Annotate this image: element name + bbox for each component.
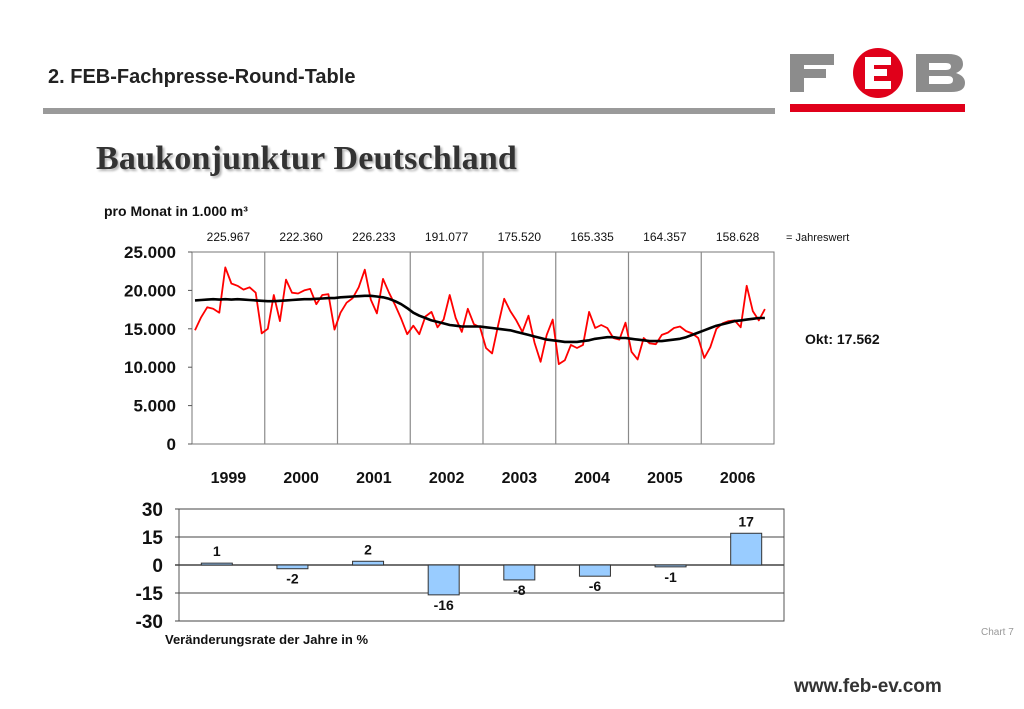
bar-chart: 30 15 0 -15 -30 1 -2 2 -16 -8 -6 -1 17 bbox=[136, 500, 785, 633]
x-tick-label: 2004 bbox=[574, 470, 610, 487]
logo-letter-e-middle bbox=[865, 69, 887, 76]
bar-chart-xlabel: Veränderungsrate der Jahre in % bbox=[165, 632, 368, 647]
annual-value-label: 164.357 bbox=[643, 230, 687, 244]
bar bbox=[578, 564, 611, 577]
annual-value-label: 226.233 bbox=[352, 230, 396, 244]
annual-label: = Jahreswert bbox=[786, 232, 849, 244]
bar-y-tick-label: 15 bbox=[142, 528, 164, 549]
logo-red-bar bbox=[790, 104, 965, 112]
bar bbox=[200, 562, 233, 566]
bar-value-label: -2 bbox=[286, 571, 299, 587]
y-tick-label: 0 bbox=[167, 435, 176, 454]
bar bbox=[427, 564, 460, 596]
line-chart-title: pro Monat in 1.000 m³ bbox=[104, 203, 248, 219]
line-chart: 0 5.000 10.000 15.000 20.000 25.000 1999 225.96… bbox=[124, 230, 775, 487]
bar-value-label: -16 bbox=[434, 597, 454, 613]
annual-value-label: 165.335 bbox=[570, 230, 614, 244]
x-tick-label: 2000 bbox=[283, 470, 319, 487]
y-tick-label: 15.000 bbox=[124, 320, 176, 339]
annual-value-label: 175.520 bbox=[498, 230, 542, 244]
bar-y-tick-label: -30 bbox=[136, 612, 163, 633]
x-tick-label: 2006 bbox=[720, 470, 756, 487]
bar-value-label: -1 bbox=[664, 569, 677, 585]
annual-value-label: 222.360 bbox=[279, 230, 323, 244]
logo-letter-f-top bbox=[790, 54, 834, 65]
logo-letter-b bbox=[916, 54, 965, 92]
bar bbox=[503, 564, 536, 581]
y-tick-label: 25.000 bbox=[124, 243, 176, 262]
logo-letter-f-middle bbox=[790, 69, 826, 78]
bar-value-label: -6 bbox=[589, 578, 602, 594]
x-tick-label: 1999 bbox=[211, 470, 247, 487]
bar-value-label: -8 bbox=[513, 582, 526, 598]
trend-series-line bbox=[194, 294, 765, 344]
x-tick-label: 2005 bbox=[647, 470, 683, 487]
logo-letter-e-bottom bbox=[865, 81, 891, 89]
y-tick-label: 5.000 bbox=[133, 397, 176, 416]
y-tick-label: 20.000 bbox=[124, 281, 176, 300]
annual-value-label: 191.077 bbox=[425, 230, 469, 244]
bar-y-tick-label: -15 bbox=[136, 584, 164, 605]
x-tick-label: 2002 bbox=[429, 470, 465, 487]
annual-value-label: 158.628 bbox=[716, 230, 760, 244]
website-url: www.feb-ev.com bbox=[794, 676, 942, 697]
feb-logo bbox=[790, 48, 965, 112]
bar bbox=[730, 532, 763, 566]
bar-y-tick-label: 0 bbox=[152, 556, 163, 577]
header-title: 2. FEB-Fachpresse-Round-Table bbox=[48, 66, 356, 88]
header-divider bbox=[43, 108, 775, 114]
bar bbox=[352, 560, 385, 566]
bar-y-tick-label: 30 bbox=[142, 500, 163, 521]
bar-value-label: 2 bbox=[364, 541, 372, 557]
bar bbox=[276, 564, 309, 570]
annual-value-label: 225.967 bbox=[207, 230, 251, 244]
bar-value-label: 1 bbox=[213, 543, 221, 559]
x-tick-label: 2001 bbox=[356, 470, 392, 487]
bar-value-label: 17 bbox=[738, 513, 754, 529]
logo-letter-e-top bbox=[865, 57, 891, 65]
chart-number: Chart 7 bbox=[981, 627, 1014, 638]
slide-title: Baukonjunktur Deutschland bbox=[96, 140, 518, 177]
x-tick-label: 2003 bbox=[502, 470, 538, 487]
line-chart-annotation: Okt: 17.562 bbox=[805, 331, 880, 347]
y-tick-label: 10.000 bbox=[124, 358, 176, 377]
bar bbox=[654, 564, 687, 568]
